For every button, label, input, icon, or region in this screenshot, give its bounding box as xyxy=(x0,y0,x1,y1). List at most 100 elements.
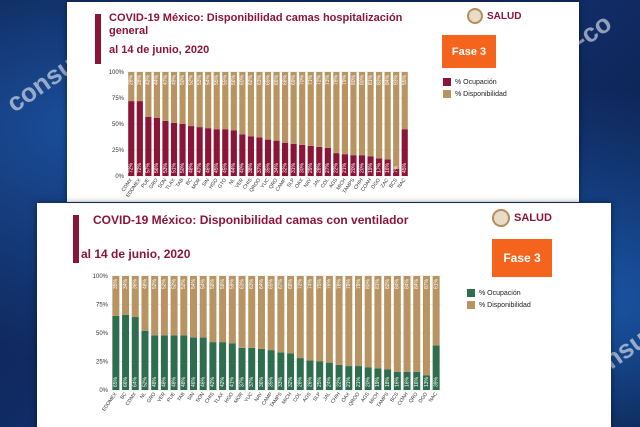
x-tick-label: AGS xyxy=(328,177,339,190)
x-tick-label: HGO xyxy=(224,391,236,404)
x-tick-label: JAL xyxy=(312,177,322,188)
bar-ocupacion xyxy=(364,367,372,390)
bar-ocupacion xyxy=(393,168,400,176)
bar-disponibilidad xyxy=(213,72,220,130)
data-label-ocupacion: 33% xyxy=(278,376,284,387)
x-tick-label: COL xyxy=(292,391,303,403)
x-tick-label: CHIH xyxy=(330,391,342,405)
bar-disponibilidad xyxy=(403,276,411,372)
bar-ocupacion xyxy=(141,330,149,390)
bar-disponibilidad xyxy=(153,72,160,118)
accent-bar xyxy=(95,14,101,64)
bar-disponibilidad xyxy=(228,276,236,344)
bar-ocupacion xyxy=(190,337,197,390)
data-label-disponibilidad: 80% xyxy=(351,74,357,85)
data-label-disponibilidad: 80% xyxy=(366,278,372,289)
data-label-disponibilidad: 53% xyxy=(197,74,203,85)
bar-disponibilidad xyxy=(422,276,430,376)
bar-ocupacion xyxy=(162,120,169,176)
data-label-ocupacion: 42% xyxy=(210,376,216,387)
bar-ocupacion xyxy=(355,366,362,390)
bar-disponibilidad xyxy=(364,276,372,368)
bar-disponibilidad xyxy=(264,72,272,140)
bar-disponibilidad xyxy=(290,72,297,144)
bar-disponibilidad xyxy=(151,276,159,336)
bar-ocupacion xyxy=(325,362,333,390)
bar-disponibilidad xyxy=(376,72,383,159)
y-tick-label: 25% xyxy=(96,360,109,366)
bar-disponibilidad xyxy=(267,276,275,351)
x-tick-label: PUE xyxy=(140,177,151,189)
y-tick-label: 0% xyxy=(99,388,108,394)
bar-disponibilidad xyxy=(170,72,178,123)
data-label-ocupacion: 19% xyxy=(375,376,381,387)
bar-disponibilidad xyxy=(287,276,295,354)
bar-ocupacion xyxy=(333,153,340,176)
x-tick-label: JAL xyxy=(322,391,332,402)
y-tick-label: 50% xyxy=(96,331,109,337)
bar-disponibilidad xyxy=(367,72,374,157)
data-label-ocupacion: 41% xyxy=(230,376,236,387)
data-label-disponibilidad: 49% xyxy=(171,74,177,85)
bar-ocupacion xyxy=(230,130,237,176)
data-label-disponibilidad: 70% xyxy=(300,74,306,85)
bar-disponibilidad xyxy=(196,72,203,128)
data-label-ocupacion: 7% xyxy=(394,165,400,173)
data-label-disponibilidad: 36% xyxy=(133,278,139,289)
bar-ocupacion xyxy=(299,144,306,176)
data-label-disponibilidad: 68% xyxy=(282,74,288,85)
data-label-disponibilidad: 84% xyxy=(395,278,401,289)
x-tick-label: TLAX xyxy=(213,391,225,405)
x-tick-label: SON xyxy=(195,391,206,404)
bar-ocupacion xyxy=(432,345,440,390)
bar-ocupacion xyxy=(393,371,401,390)
bar-ocupacion xyxy=(196,127,203,176)
data-label-ocupacion: 22% xyxy=(334,162,340,173)
x-tick-label: BC xyxy=(185,177,194,186)
x-tick-label: COL xyxy=(320,177,331,189)
data-label-disponibilidad: 55% xyxy=(223,74,229,85)
bar-ocupacion xyxy=(209,342,217,390)
bar-ocupacion xyxy=(341,154,348,176)
x-tick-label: GRO xyxy=(148,177,160,190)
data-label-disponibilidad: 72% xyxy=(298,278,304,289)
bar-disponibilidad xyxy=(160,276,168,336)
data-label-ocupacion: 46% xyxy=(191,376,197,387)
bar-ocupacion xyxy=(282,142,289,176)
data-label-disponibilidad: 69% xyxy=(291,74,297,85)
bar-disponibilidad xyxy=(209,276,217,343)
x-tick-label: CDMX xyxy=(125,391,139,407)
bar-disponibilidad xyxy=(307,72,314,146)
data-label-disponibilidad: 28% xyxy=(129,74,135,85)
bar-ocupacion xyxy=(307,145,314,176)
bar-ocupacion xyxy=(247,136,254,176)
data-label-disponibilidad: 28% xyxy=(137,74,143,85)
bar-ocupacion xyxy=(199,337,207,390)
data-label-ocupacion: 45% xyxy=(402,162,408,173)
x-tick-label: NAC xyxy=(396,177,407,189)
salud-logo: SALUD xyxy=(492,209,552,227)
bar-disponibilidad xyxy=(247,72,254,137)
y-tick-label: 100% xyxy=(93,274,109,280)
slide-ventilator: COVID-19 México: Disponibilidad camas co… xyxy=(37,203,611,427)
data-label-ocupacion: 28% xyxy=(298,376,304,387)
data-label-ocupacion: 64% xyxy=(133,376,139,387)
chart-title: COVID-19 México: Disponibilidad camas ho… xyxy=(109,12,403,37)
data-label-disponibilidad: 78% xyxy=(334,74,340,85)
data-label-disponibilidad: 87% xyxy=(424,278,430,289)
y-tick-label: 75% xyxy=(96,303,109,309)
x-tick-label: MOR xyxy=(191,177,203,190)
x-tick-label: SON xyxy=(157,177,168,190)
data-label-ocupacion: 37% xyxy=(249,376,255,387)
bar-ocupacion xyxy=(122,314,130,390)
bar-ocupacion xyxy=(306,360,314,390)
bar-ocupacion xyxy=(287,353,295,390)
bar-disponibilidad xyxy=(316,276,324,362)
data-label-disponibilidad: 72% xyxy=(317,74,323,85)
bar-ocupacion xyxy=(401,129,408,176)
data-label-disponibilidad: 58% xyxy=(210,278,216,289)
data-label-ocupacion: 26% xyxy=(307,376,313,387)
data-label-disponibilidad: 52% xyxy=(171,278,177,289)
data-label-ocupacion: 56% xyxy=(154,162,160,173)
bar-ocupacion xyxy=(151,335,159,390)
